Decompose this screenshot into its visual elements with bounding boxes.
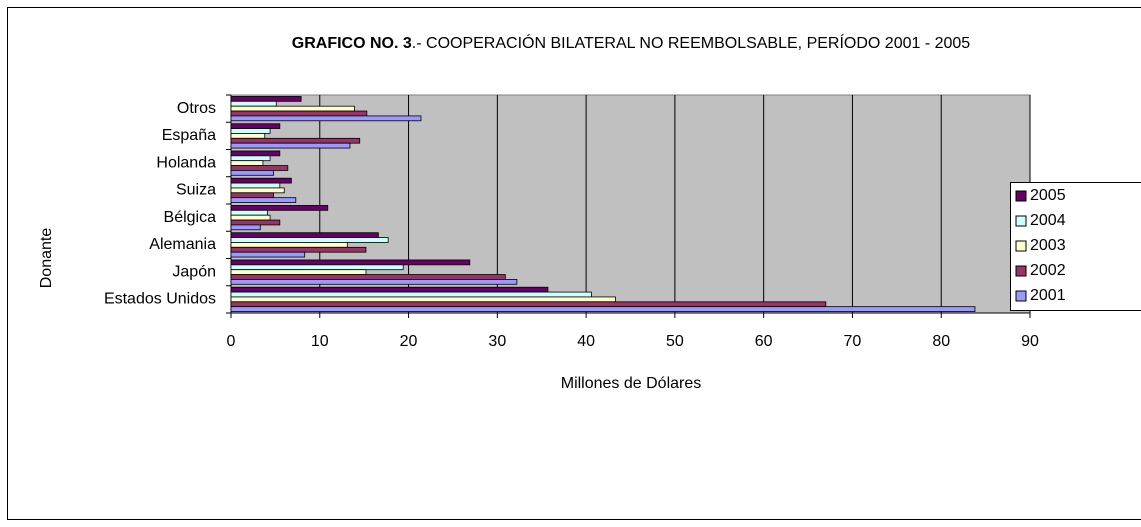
bar: [230, 279, 518, 285]
legend-label: 2005: [1030, 187, 1066, 204]
y-tick-label: Bélgica: [164, 209, 217, 226]
x-tick-label: 90: [1021, 333, 1039, 350]
bar: [230, 274, 506, 280]
x-tick-label: 0: [227, 333, 236, 350]
legend-swatch: [1015, 190, 1027, 202]
x-tick-label: 10: [311, 333, 329, 350]
bar: [230, 150, 281, 157]
y-axis-label: Donante: [38, 228, 55, 289]
bar: [230, 224, 261, 231]
chart-title: GRAFICO NO. 3.- COOPERACIÓN BILATERAL NO…: [292, 33, 971, 52]
bar: [230, 214, 271, 221]
bar: [230, 110, 368, 117]
bar: [230, 142, 351, 149]
x-tick-label: 50: [666, 333, 684, 350]
bar: [230, 237, 389, 243]
bar: [230, 160, 264, 166]
bar: [230, 197, 297, 203]
bar: [230, 182, 281, 189]
x-tick-label: 20: [400, 333, 418, 350]
legend-label: 2002: [1030, 262, 1066, 279]
legend-swatch: [1015, 215, 1027, 227]
legend-label: 2004: [1030, 212, 1066, 229]
x-tick-label: 80: [932, 333, 950, 350]
y-tick-label: Otros: [177, 100, 216, 117]
bar: [230, 123, 281, 129]
bar: [230, 232, 379, 238]
bar: [230, 128, 271, 134]
bar: [230, 137, 361, 144]
bar: [230, 155, 271, 162]
legend-label: 2001: [1030, 287, 1066, 304]
bar: [230, 259, 471, 266]
bar: [230, 205, 329, 211]
legend-swatch: [1015, 265, 1027, 277]
bar: [230, 219, 281, 226]
legend-swatch: [1015, 290, 1027, 302]
bar: [230, 96, 302, 102]
bar: [230, 296, 616, 303]
title-rest: .- COOPERACIÓN BILATERAL NO REEMBOLSABLE…: [412, 33, 971, 52]
bar: [230, 242, 348, 248]
bar: [230, 177, 292, 184]
legend-box: [1010, 182, 1141, 311]
bar: [230, 209, 268, 216]
y-tick-label: Suiza: [176, 182, 216, 199]
x-tick-label: 60: [755, 333, 773, 350]
legend-label: 2003: [1030, 237, 1066, 254]
bar: [230, 269, 367, 275]
x-tick-label: 70: [844, 333, 862, 350]
bar: [230, 100, 277, 107]
bar: [230, 264, 404, 271]
bar: [230, 105, 355, 112]
x-tick-label: 40: [577, 333, 595, 350]
y-tick-label: Alemania: [149, 236, 216, 253]
bar: [230, 165, 289, 171]
bar: [230, 301, 827, 308]
bar: [230, 133, 266, 139]
y-tick-label: Estados Unidos: [104, 291, 216, 308]
bar: [230, 251, 306, 258]
bar: [230, 306, 976, 312]
bar: [230, 246, 367, 253]
title-bold: GRAFICO NO. 3: [292, 35, 412, 52]
y-tick-label: Holanda: [156, 154, 216, 171]
x-axis-label: Millones de Dólares: [561, 375, 702, 392]
legend-swatch: [1015, 240, 1027, 252]
bar: [230, 291, 592, 298]
y-tick-label: Japón: [172, 263, 216, 280]
x-tick-label: 30: [488, 333, 506, 350]
bar: [230, 192, 275, 199]
bar: [230, 286, 549, 293]
y-tick-label: España: [162, 127, 216, 144]
bar: [230, 115, 422, 122]
bar: [230, 187, 285, 194]
bar: [230, 170, 275, 176]
